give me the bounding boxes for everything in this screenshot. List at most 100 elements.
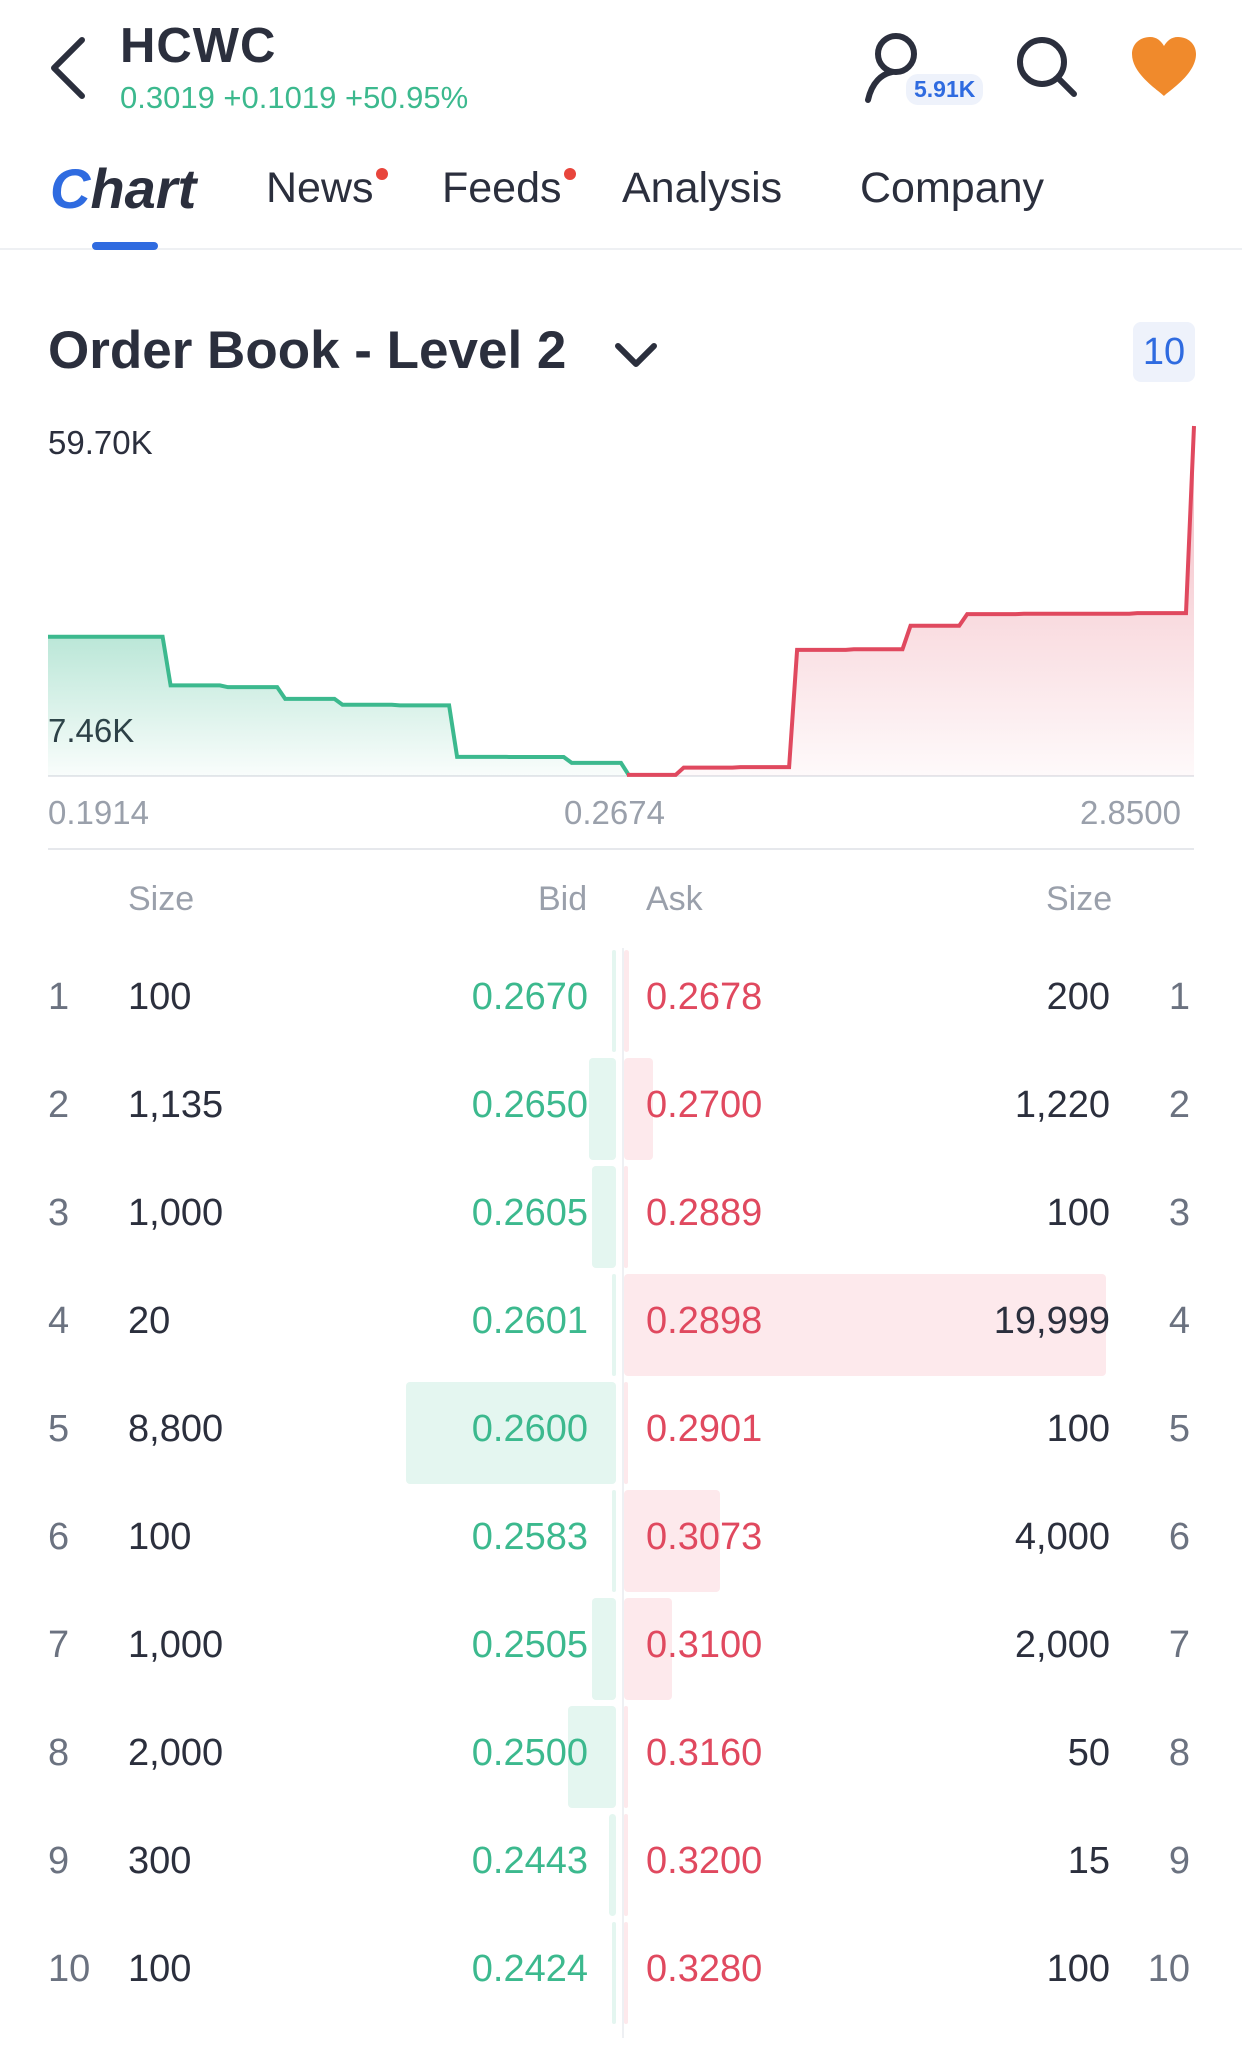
ask-price: 0.2700: [646, 1084, 763, 1126]
search-button[interactable]: [1012, 32, 1082, 102]
bid-size: 20: [128, 1300, 171, 1342]
ask-level-index: 3: [1168, 1192, 1190, 1234]
ask-volume-bar: [624, 1166, 628, 1268]
bid-level-index: 5: [48, 1408, 70, 1450]
bid-level-index: 6: [48, 1516, 70, 1558]
ask-depth-line: [627, 425, 1196, 777]
followers-count: 5.91K: [906, 74, 984, 105]
bid-level-index: 8: [48, 1732, 70, 1774]
order-row: 8 2,000 0.2500 0.3160 50 8: [0, 1704, 1242, 1812]
ask-price: 0.3200: [646, 1840, 763, 1882]
order-row: 1 100 0.2670 0.2678 200 1: [0, 948, 1242, 1056]
ask-price: 0.2889: [646, 1192, 763, 1234]
bid-price: 0.2424: [471, 1948, 588, 1990]
bid-volume-bar: [609, 1814, 616, 1916]
ask-size: 100: [1046, 1948, 1110, 1990]
tab-news[interactable]: News: [266, 164, 388, 213]
bid-volume-bar: [406, 1382, 616, 1484]
bid-price: 0.2650: [471, 1084, 588, 1126]
ask-price: 0.3073: [646, 1516, 763, 1558]
ask-price: 0.3160: [646, 1732, 763, 1774]
bid-level-index: 1: [48, 976, 70, 1018]
ask-volume-bar: [624, 950, 629, 1052]
ask-volume-bar: [624, 1922, 628, 2024]
stock-header: HCWC 0.3019 +0.1019 +50.95% 5.91K: [0, 0, 1242, 130]
ask-size: 19,999: [993, 1300, 1110, 1342]
tab-feeds[interactable]: Feeds: [442, 164, 576, 213]
ask-price: 0.3100: [646, 1624, 763, 1666]
ask-volume-bar: [624, 1490, 720, 1592]
bid-volume-bar: [568, 1706, 616, 1808]
tab-news-label: News: [266, 164, 374, 212]
order-book-dropdown[interactable]: [612, 336, 660, 376]
order-book-title[interactable]: Order Book - Level 2: [48, 321, 567, 380]
tab-company[interactable]: Company: [860, 164, 1044, 213]
order-row: 3 1,000 0.2605 0.2889 100 3: [0, 1164, 1242, 1272]
ask-level-index: 9: [1168, 1840, 1190, 1882]
ask-volume-bar: [624, 1598, 672, 1700]
order-row: 7 1,000 0.2505 0.3100 2,000 7: [0, 1596, 1242, 1704]
back-button[interactable]: [44, 30, 104, 106]
user-icon: [865, 33, 917, 103]
chevron-down-icon: [615, 343, 657, 367]
ask-level-index: 4: [1168, 1300, 1190, 1342]
depth-selector[interactable]: 10: [1133, 322, 1195, 382]
bid-price: 0.2500: [471, 1732, 588, 1774]
ask-size: 200: [1046, 976, 1110, 1018]
ask-price: 0.2898: [646, 1300, 763, 1342]
x-label-min: 0.1914: [48, 794, 149, 831]
ticker-symbol: HCWC: [120, 19, 277, 73]
followers-button[interactable]: 5.91K: [860, 30, 984, 110]
bid-size: 100: [128, 1516, 192, 1558]
order-row: 9 300 0.2443 0.3200 15 9: [0, 1812, 1242, 1920]
y-min-label: 7.46K: [48, 712, 135, 749]
bid-size: 300: [128, 1840, 192, 1882]
ask-level-index: 6: [1168, 1516, 1190, 1558]
bid-volume-bar: [589, 1058, 616, 1160]
header-bid-size: Size: [128, 880, 195, 918]
ask-volume-bar: [624, 1814, 628, 1916]
tab-analysis[interactable]: Analysis: [622, 164, 782, 213]
search-icon: [1017, 37, 1077, 97]
header-bid: Bid: [538, 880, 588, 918]
bid-level-index: 2: [48, 1084, 70, 1126]
ask-level-index: 7: [1168, 1624, 1190, 1666]
bid-volume-bar: [612, 1274, 616, 1376]
bid-volume-bar: [612, 950, 616, 1052]
bid-price: 0.2601: [471, 1300, 588, 1342]
ask-size: 2,000: [1014, 1624, 1110, 1666]
ask-size: 100: [1046, 1192, 1110, 1234]
ask-level-index: 5: [1168, 1408, 1190, 1450]
bid-volume-bar: [592, 1166, 616, 1268]
chevron-left-icon: [51, 37, 85, 99]
bid-volume-bar: [592, 1598, 616, 1700]
bid-price: 0.2600: [471, 1408, 588, 1450]
favorite-button[interactable]: [1128, 34, 1200, 100]
bid-size: 100: [128, 976, 192, 1018]
bid-volume-bar: [612, 1922, 616, 2024]
bid-ask-divider: [622, 948, 624, 2038]
bid-level-index: 3: [48, 1192, 70, 1234]
ask-price: 0.2678: [646, 976, 763, 1018]
x-label-max: 2.8500: [1080, 794, 1181, 831]
bid-size: 1,000: [128, 1192, 224, 1234]
order-row: 6 100 0.2583 0.3073 4,000 6: [0, 1488, 1242, 1596]
order-row: 4 20 0.2601 0.2898 19,999 4: [0, 1272, 1242, 1380]
chart-logo-initial: C: [50, 157, 91, 220]
ask-volume-bar: [624, 1274, 1106, 1376]
order-row: 2 1,135 0.2650 0.2700 1,220 2: [0, 1056, 1242, 1164]
ask-volume-bar: [624, 1382, 628, 1484]
ask-depth-area: [627, 426, 1194, 776]
heart-icon: [1132, 37, 1196, 96]
ask-size: 1,220: [1014, 1084, 1110, 1126]
bid-volume-bar: [612, 1490, 616, 1592]
bid-size: 1,000: [128, 1624, 224, 1666]
bid-size: 1,135: [128, 1084, 224, 1126]
ask-size: 100: [1046, 1408, 1110, 1450]
bid-level-index: 4: [48, 1300, 70, 1342]
bid-price: 0.2605: [471, 1192, 588, 1234]
ask-volume-bar: [624, 1706, 628, 1808]
ask-level-index: 2: [1168, 1084, 1190, 1126]
tab-chart[interactable]: Chart: [50, 156, 196, 221]
ask-level-index: 10: [1147, 1948, 1190, 1990]
